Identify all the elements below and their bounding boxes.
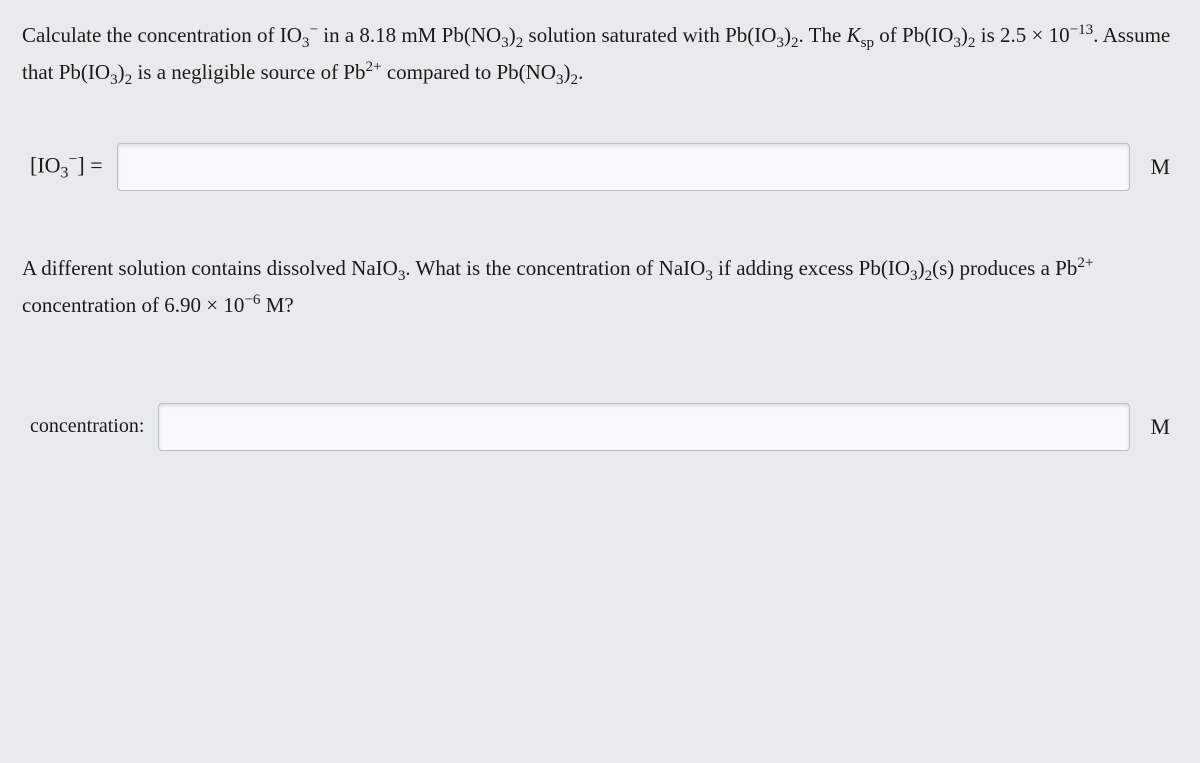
question-2-text: A different solution contains dissolved … (22, 251, 1178, 323)
answer-1-input[interactable] (117, 143, 1131, 191)
question-1-text: Calculate the concentration of IO3− in a… (22, 18, 1178, 93)
answer-2-label: concentration: (30, 415, 144, 438)
answer-1-row: [IO3−] = M (22, 143, 1178, 191)
answer-1-unit: M (1144, 154, 1170, 180)
answer-2-unit: M (1144, 414, 1170, 440)
answer-2-row: concentration: M (22, 403, 1178, 451)
answer-2-input[interactable] (158, 403, 1130, 451)
answer-1-label: [IO3−] = (30, 151, 103, 183)
